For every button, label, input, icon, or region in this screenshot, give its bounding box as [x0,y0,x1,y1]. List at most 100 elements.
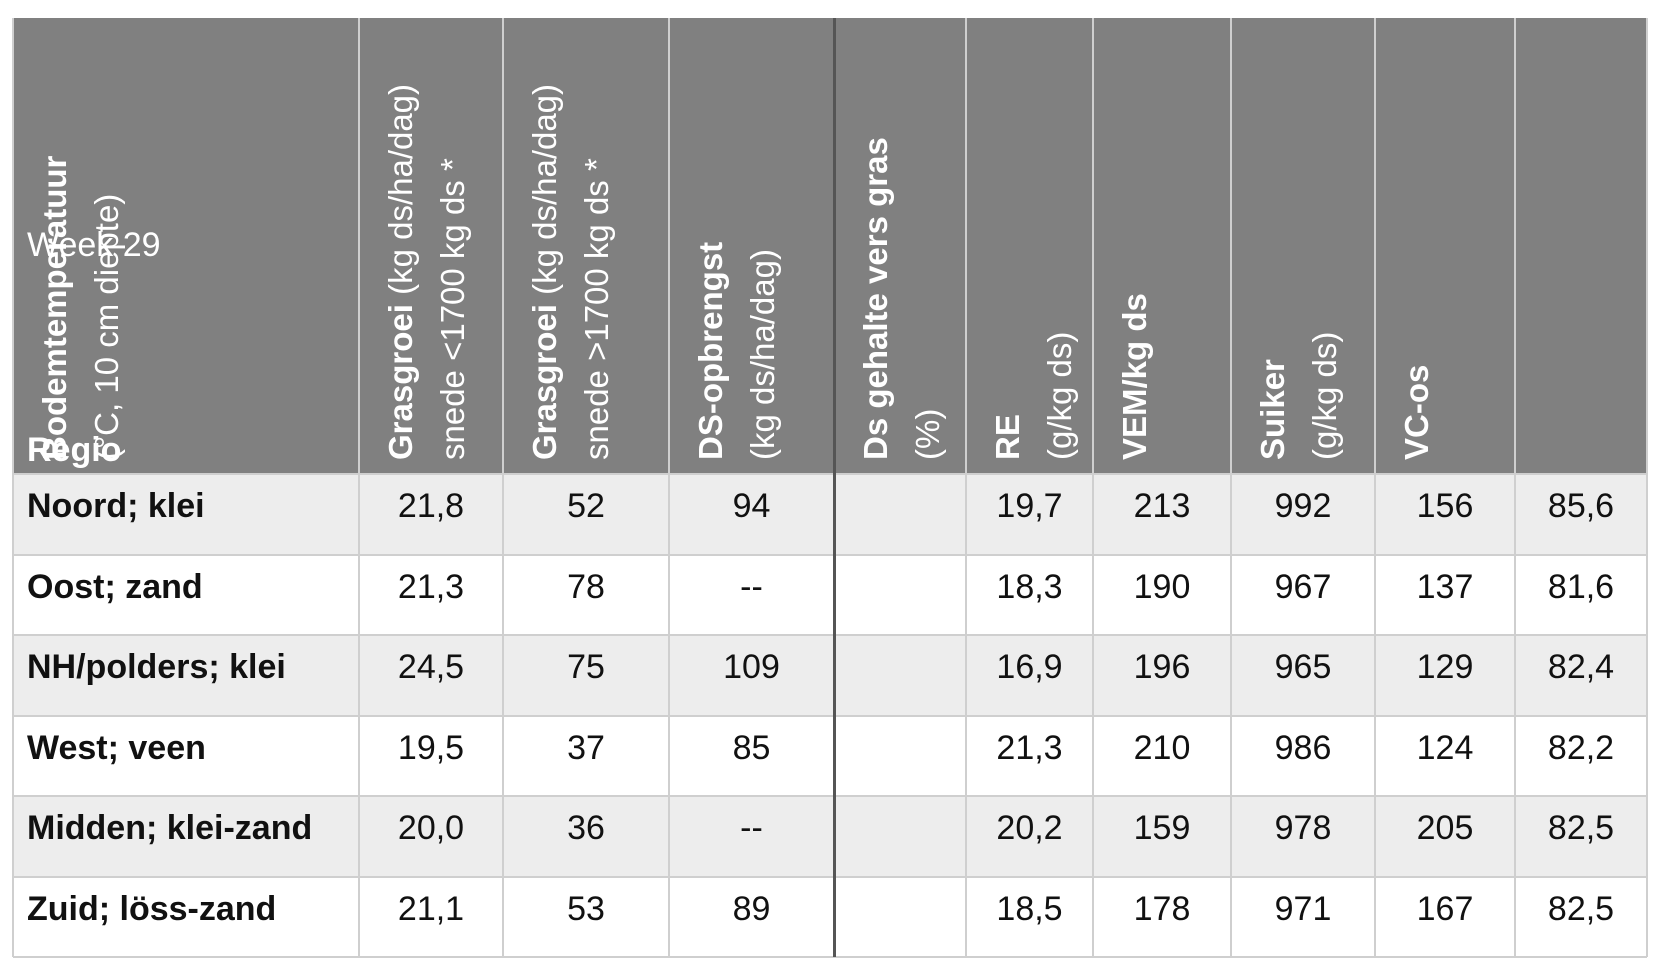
col-line [1374,18,1376,957]
value: 213 [1133,487,1191,525]
value: 124 [1416,728,1474,767]
column-heading-bold: VEM/kg ds [1116,293,1153,460]
value: -- [740,809,763,847]
region: NH/polders; klei [27,648,286,686]
column-heading: Ds gehalte vers gras [851,137,901,460]
region: West; veen [27,728,206,767]
value: 82,2 [1547,728,1615,767]
row-line [13,875,1647,878]
row-line [13,473,1647,475]
column-heading-unit: (kg ds/ha/dag) [526,83,563,305]
value: 19,5 [397,728,465,767]
week-label: Week 29 [27,226,161,264]
column-heading-bold: VC-os [1398,364,1435,460]
value: 53 [567,889,605,928]
column-subheading: (°C, 10 cm diepte) [88,193,125,460]
col-line [502,18,504,957]
value: 20,0 [397,809,465,847]
value: 109 [723,648,780,686]
row-line [13,553,1647,556]
value: 18,3 [996,567,1063,606]
row-line [13,714,1647,717]
column-heading-bold: DS-opbrengst [692,241,729,460]
region: Zuid; löss-zand [27,889,277,928]
value: 16,9 [996,648,1063,686]
row-line [13,795,1647,797]
region: Midden; klei-zand [27,809,313,847]
value: 85,6 [1547,487,1615,525]
column-heading-bold: Grasgroei [382,304,419,460]
value: 78 [567,567,605,606]
value: 210 [1133,728,1191,767]
value: 965 [1274,648,1332,686]
column-heading: Bodemtemperatuur [30,156,80,460]
value: 167 [1416,889,1474,928]
value: 21,3 [397,567,465,606]
value: 137 [1416,567,1474,606]
column-subheading: (kg ds/ha/dag) [744,249,781,460]
column-heading: DS-opbrengst [686,242,736,460]
value: 190 [1133,567,1191,606]
value: 978 [1274,809,1332,847]
value: 52 [567,487,605,525]
column-heading: VEM/kg ds [1110,293,1160,460]
column-heading: Grasgroei (kg ds/ha/dag) [376,84,426,460]
value: 85 [732,728,771,767]
value: 81,6 [1547,567,1615,606]
value: 992 [1274,487,1332,525]
row-line [13,956,1647,958]
value: 21,3 [996,728,1063,767]
column-heading-bold: Suiker [1254,359,1291,460]
column-subheading: (g/kg ds) [1306,331,1343,460]
column-subheading: snede >1700 kg ds * [578,158,615,460]
column-subheading: (%) [909,408,946,460]
col-line [1646,18,1648,957]
value: 37 [567,728,605,767]
value: 21,1 [397,889,465,928]
value: 19,7 [996,487,1063,525]
value: 986 [1274,728,1332,767]
column-heading-unit: (kg ds/ha/dag) [382,83,419,305]
region: Oost; zand [27,567,203,606]
value: 156 [1416,487,1474,525]
value: 36 [567,809,605,847]
value: 24,5 [397,648,465,686]
value: 82,4 [1547,648,1615,686]
value: 82,5 [1547,809,1615,847]
column-heading: Suiker [1248,359,1298,460]
column-heading: Grasgroei (kg ds/ha/dag) [520,84,570,460]
value: 94 [732,487,771,525]
value: 18,5 [996,889,1063,928]
col-line [668,18,670,957]
column-heading: VC-os [1392,365,1442,460]
col-line [965,18,967,957]
column-heading-bold: Grasgroei [526,304,563,460]
value: 205 [1416,809,1474,847]
column-heading-bold: Bodemtemperatuur [36,155,73,460]
col-line [832,18,836,957]
value: 178 [1133,889,1191,928]
value: 21,8 [397,487,465,525]
value: 75 [567,648,605,686]
value: 971 [1274,889,1332,928]
value: 129 [1416,648,1474,686]
value: 967 [1274,567,1332,606]
column-subheading: (g/kg ds) [1041,331,1078,460]
col-line [1230,18,1232,957]
value: 196 [1133,648,1191,686]
row-line [13,634,1647,636]
column-heading-bold: RE [989,414,1026,460]
value: 89 [732,889,771,928]
value: 20,2 [996,809,1063,847]
column-heading: RE [983,414,1033,460]
col-line [1514,18,1516,957]
col-line [1092,18,1094,957]
regio-label: Regio [27,431,122,469]
value: 82,5 [1547,889,1615,928]
column-heading-bold: Ds gehalte vers gras [857,137,894,460]
value: -- [740,567,763,606]
value: 159 [1133,809,1191,847]
region: Noord; klei [27,487,205,525]
col-line [12,18,14,957]
